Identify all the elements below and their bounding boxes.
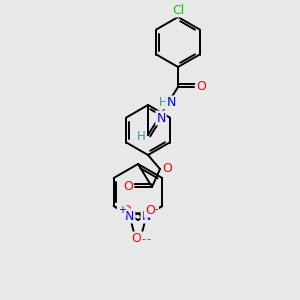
Text: O: O [162,163,172,176]
Text: O: O [135,232,145,245]
Text: O: O [121,203,131,217]
Text: O: O [131,232,141,245]
Text: +: + [150,205,158,215]
Text: O: O [145,203,155,217]
Text: N: N [125,209,134,223]
Text: -: - [146,234,150,244]
Text: N: N [166,97,176,110]
Text: H: H [136,130,146,143]
Text: H: H [159,95,167,109]
Text: -: - [142,234,146,244]
Text: N: N [156,112,166,124]
Text: N: N [142,209,151,223]
Text: Cl: Cl [172,4,184,16]
Text: +: + [118,205,126,215]
Text: O: O [196,80,206,92]
Text: O: O [123,179,133,193]
